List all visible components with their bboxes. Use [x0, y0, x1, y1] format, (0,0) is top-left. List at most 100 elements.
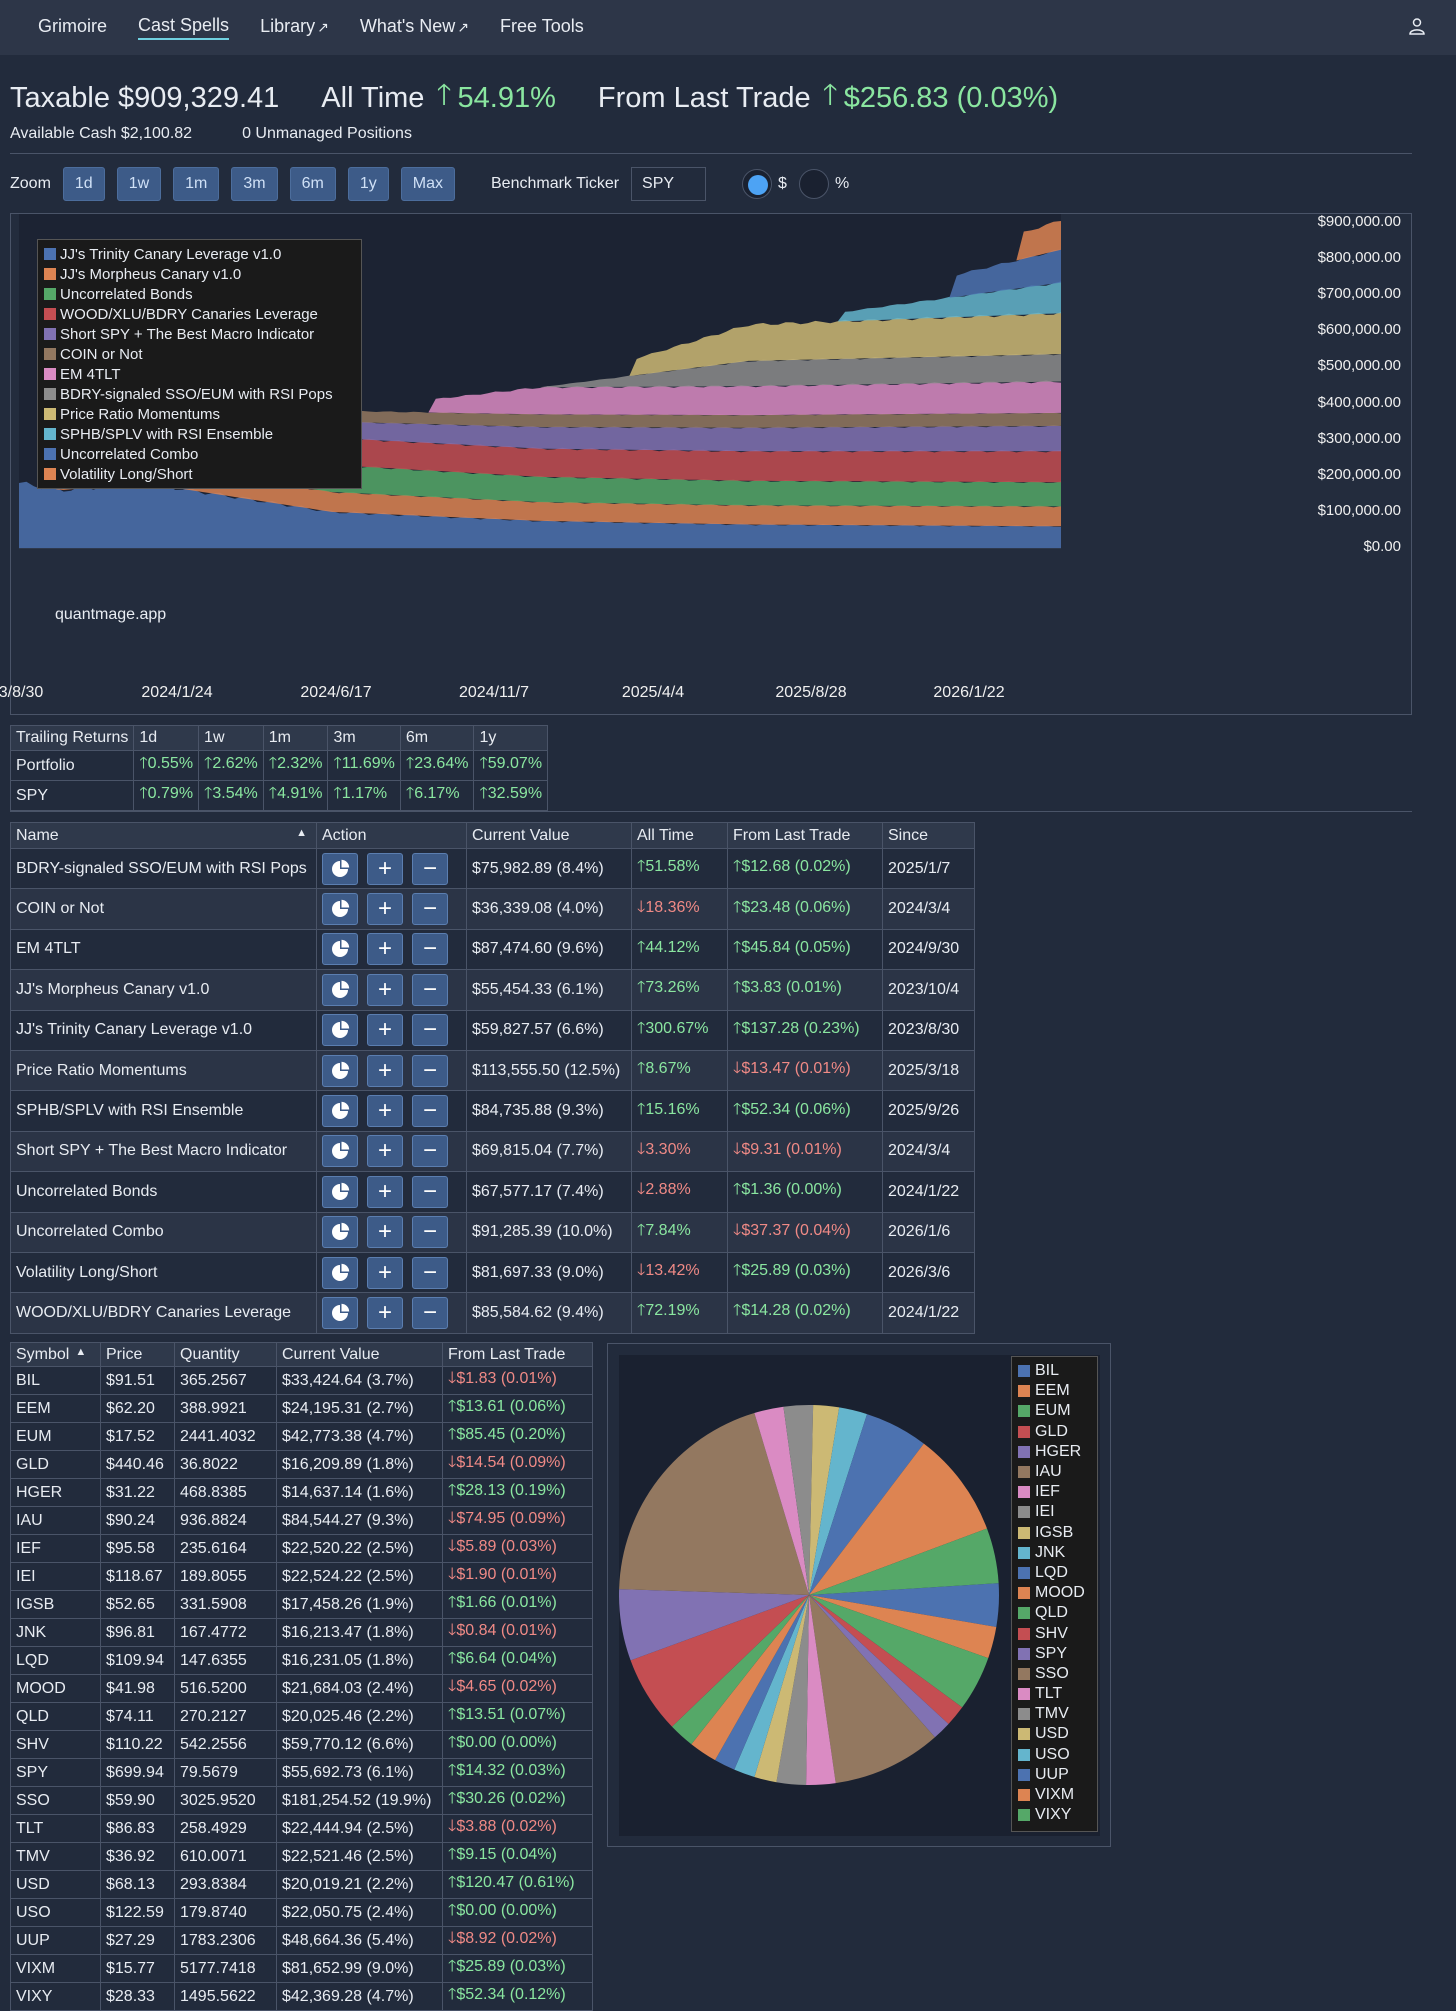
- spell-name[interactable]: Uncorrelated Bonds: [11, 1172, 317, 1212]
- remove-button[interactable]: −: [412, 893, 448, 925]
- pie-legend-label: IEF: [1035, 1483, 1060, 1501]
- add-button[interactable]: +: [367, 1055, 403, 1087]
- spell-all-time: 🡑72.19%: [632, 1293, 728, 1333]
- holding-row: SSO$59.903025.9520$181,254.52 (19.9%)🡑$3…: [11, 1787, 593, 1815]
- y-tick-label: $800,000.00: [1318, 249, 1401, 266]
- up-arrow-icon: 🡑: [479, 755, 487, 772]
- spell-name[interactable]: JJ's Morpheus Canary v1.0: [11, 970, 317, 1010]
- remove-button[interactable]: −: [412, 1176, 448, 1208]
- spell-all-time: 🡓3.30%: [632, 1131, 728, 1171]
- pie-chart-icon-button[interactable]: [322, 1176, 358, 1208]
- holding-price: $440.46: [101, 1451, 175, 1479]
- add-button[interactable]: +: [367, 974, 403, 1006]
- pie-legend-label: IAU: [1035, 1463, 1062, 1481]
- remove-button[interactable]: −: [412, 1257, 448, 1289]
- spell-name[interactable]: COIN or Not: [11, 889, 317, 929]
- add-button[interactable]: +: [367, 853, 403, 885]
- spell-name[interactable]: EM 4TLT: [11, 929, 317, 969]
- percent-radio[interactable]: [799, 169, 829, 199]
- zoom-3m-button[interactable]: 3m: [231, 167, 277, 201]
- legend-swatch: [1018, 1809, 1030, 1821]
- pie-chart-icon-button[interactable]: [322, 1257, 358, 1289]
- add-button[interactable]: +: [367, 1257, 403, 1289]
- pie-legend-item: USD: [1018, 1724, 1091, 1744]
- remove-button[interactable]: −: [412, 1095, 448, 1127]
- nav-free-tools[interactable]: Free Tools: [500, 16, 584, 39]
- add-button[interactable]: +: [367, 1176, 403, 1208]
- zoom-1w-button[interactable]: 1w: [117, 167, 161, 201]
- pie-chart-icon-button[interactable]: [322, 1014, 358, 1046]
- spell-name[interactable]: JJ's Trinity Canary Leverage v1.0: [11, 1010, 317, 1050]
- pie-chart-icon-button[interactable]: [322, 1216, 358, 1248]
- add-button[interactable]: +: [367, 933, 403, 965]
- remove-button[interactable]: −: [412, 933, 448, 965]
- spell-last-trade: 🡑$3.83 (0.01%): [728, 970, 883, 1010]
- trailing-cell: 🡑32.59%: [474, 781, 548, 811]
- dollar-radio[interactable]: [742, 169, 772, 199]
- spell-name[interactable]: Short SPY + The Best Macro Indicator: [11, 1131, 317, 1171]
- spell-name[interactable]: WOOD/XLU/BDRY Canaries Leverage: [11, 1293, 317, 1333]
- zoom-1m-button[interactable]: 1m: [173, 167, 219, 201]
- add-button[interactable]: +: [367, 1216, 403, 1248]
- zoom-1d-button[interactable]: 1d: [63, 167, 105, 201]
- holding-price: $17.52: [101, 1423, 175, 1451]
- add-button[interactable]: +: [367, 1135, 403, 1167]
- spell-name[interactable]: Price Ratio Momentums: [11, 1050, 317, 1090]
- holding-qty: 516.5200: [175, 1675, 277, 1703]
- spell-name[interactable]: Volatility Long/Short: [11, 1252, 317, 1292]
- benchmark-input[interactable]: [631, 167, 706, 201]
- spell-name[interactable]: BDRY-signaled SSO/EUM with RSI Pops: [11, 849, 317, 889]
- add-button[interactable]: +: [367, 1014, 403, 1046]
- remove-button[interactable]: −: [412, 1014, 448, 1046]
- add-button[interactable]: +: [367, 893, 403, 925]
- spell-name[interactable]: Uncorrelated Combo: [11, 1212, 317, 1252]
- add-button[interactable]: +: [367, 1095, 403, 1127]
- remove-button[interactable]: −: [412, 974, 448, 1006]
- nav-library[interactable]: Library↗: [260, 16, 329, 39]
- pie-legend-item: USO: [1018, 1745, 1091, 1765]
- pie-legend-label: VIXY: [1035, 1806, 1071, 1824]
- holding-sym: EUM: [11, 1423, 101, 1451]
- spells-header[interactable]: Name▲: [11, 823, 317, 849]
- pie-chart-icon-button[interactable]: [322, 1055, 358, 1087]
- holding-value: $42,369.28 (4.7%): [277, 1983, 443, 2011]
- add-button[interactable]: +: [367, 1297, 403, 1329]
- holding-qty: 179.8740: [175, 1899, 277, 1927]
- spell-last-trade: 🡑$23.48 (0.06%): [728, 889, 883, 929]
- pie-chart-icon-button[interactable]: [322, 1297, 358, 1329]
- remove-button[interactable]: −: [412, 1055, 448, 1087]
- remove-button[interactable]: −: [412, 1297, 448, 1329]
- x-tick-label: 2026/1/22: [933, 684, 1004, 702]
- pie-chart-icon-button[interactable]: [322, 1095, 358, 1127]
- pie-chart-icon-button[interactable]: [322, 933, 358, 965]
- pie-chart-icon-button[interactable]: [322, 853, 358, 885]
- pie-legend-label: TMV: [1035, 1705, 1069, 1723]
- holding-qty: 1495.5622: [175, 1983, 277, 2011]
- holding-last-trade: 🡓$0.84 (0.01%): [443, 1619, 593, 1647]
- holding-last-trade: 🡑$0.00 (0.00%): [443, 1899, 593, 1927]
- holding-row: IEF$95.58235.6164$22,520.22 (2.5%)🡓$5.89…: [11, 1535, 593, 1563]
- remove-button[interactable]: −: [412, 853, 448, 885]
- nav-grimoire[interactable]: Grimoire: [38, 16, 107, 39]
- remove-button[interactable]: −: [412, 1135, 448, 1167]
- spell-name[interactable]: SPHB/SPLV with RSI Ensemble: [11, 1091, 317, 1131]
- zoom-1y-button[interactable]: 1y: [348, 167, 389, 201]
- up-arrow-icon: 🡑: [333, 755, 341, 772]
- pie-chart-icon-button[interactable]: [322, 1135, 358, 1167]
- pie-chart-icon-button[interactable]: [322, 893, 358, 925]
- zoom-6m-button[interactable]: 6m: [290, 167, 336, 201]
- holding-sym: SPY: [11, 1759, 101, 1787]
- pie-chart-icon-button[interactable]: [322, 974, 358, 1006]
- last-trade-value: $256.83 (0.03%): [844, 82, 1058, 115]
- nav-whats-new[interactable]: What's New↗: [360, 16, 469, 39]
- nav-cast-spells[interactable]: Cast Spells: [138, 15, 229, 40]
- holding-value: $48,664.36 (5.4%): [277, 1927, 443, 1955]
- zoom-max-button[interactable]: Max: [401, 167, 455, 201]
- pie-legend-item: EEM: [1018, 1381, 1091, 1401]
- user-icon[interactable]: [1408, 17, 1426, 35]
- holding-row: UUP$27.291783.2306$48,664.36 (5.4%)🡓$8.9…: [11, 1927, 593, 1955]
- holding-value: $22,050.75 (2.4%): [277, 1899, 443, 1927]
- holdings-header[interactable]: Symbol▲: [11, 1343, 101, 1367]
- divider: [10, 153, 1412, 154]
- remove-button[interactable]: −: [412, 1216, 448, 1248]
